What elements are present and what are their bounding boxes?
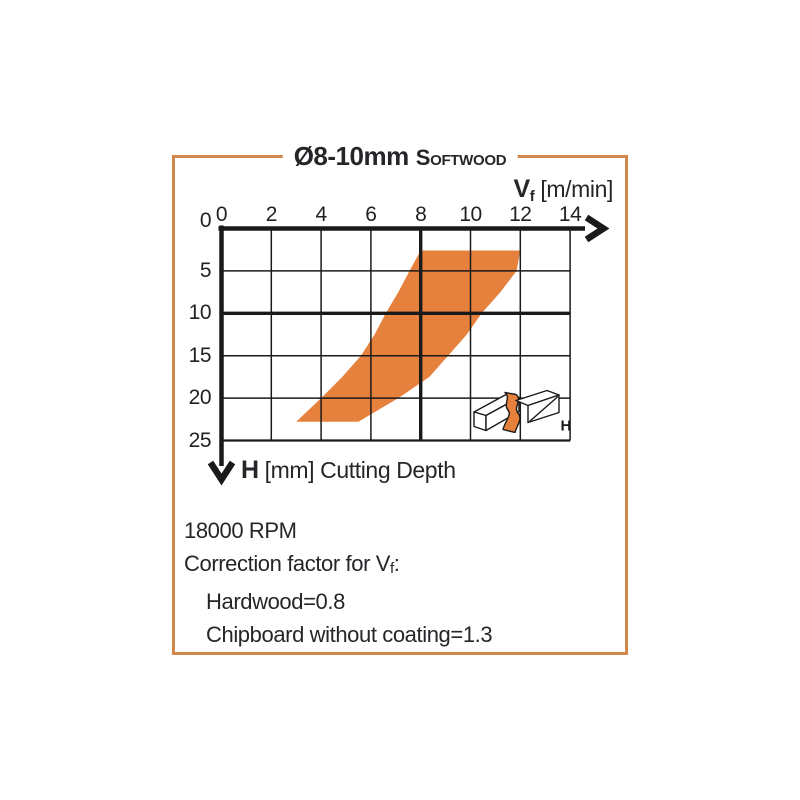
- y-tick-label: 20: [188, 386, 212, 410]
- cutting-depth-icon: H: [473, 389, 572, 435]
- notes-block: 18000 RPM Correction factor for Vf: Hard…: [184, 514, 493, 651]
- y-axis: [207, 225, 236, 486]
- material-name: Softwood: [415, 145, 507, 170]
- x-tick-label: 14: [558, 203, 582, 226]
- card-title: Ø8-10mm Softwood: [282, 141, 518, 176]
- y-axis-arrow-icon: [207, 460, 236, 486]
- y-axis-symbol: H: [241, 456, 259, 484]
- y-tick-label: 10: [188, 301, 212, 325]
- correction-chipboard: Chipboard without coating=1.3: [206, 622, 493, 647]
- rpm-note: 18000 RPM: [184, 518, 297, 543]
- chart-grid: [221, 228, 571, 442]
- x-axis-unit: [m/min]: [540, 176, 613, 202]
- x-tick-label: 6: [365, 203, 377, 226]
- x-axis: [218, 214, 610, 243]
- y-axis-label: H [mm] Cutting Depth: [241, 456, 456, 485]
- x-tick-label: 12: [509, 203, 532, 226]
- x-axis-label: Vf [m/min]: [513, 175, 614, 205]
- x-tick-label: 0: [215, 203, 228, 226]
- x-tick-label: 8: [415, 203, 427, 226]
- correction-factor-note: Correction factor for Vf:: [184, 551, 400, 577]
- x-axis-arrow-icon: [584, 214, 610, 243]
- x-axis-symbol: V: [513, 175, 531, 203]
- y-tick-label: 5: [199, 258, 212, 282]
- x-tick-label: 4: [315, 203, 328, 226]
- x-tick-label: 2: [265, 203, 278, 226]
- y-tick-label: 25: [188, 428, 212, 452]
- parameter-card: Ø8-10mm Softwood: [172, 141, 628, 655]
- diameter-range: Ø8-10mm: [293, 141, 410, 171]
- icon-depth-label: H: [561, 418, 572, 435]
- x-tick-label: 10: [459, 203, 482, 226]
- y-tick-label: 15: [188, 343, 212, 367]
- y-tick-label: 0: [199, 209, 212, 232]
- recommended-range-band: [296, 250, 521, 422]
- correction-hardwood: Hardwood=0.8: [206, 589, 345, 614]
- y-axis-unit: [mm] Cutting Depth: [264, 457, 456, 483]
